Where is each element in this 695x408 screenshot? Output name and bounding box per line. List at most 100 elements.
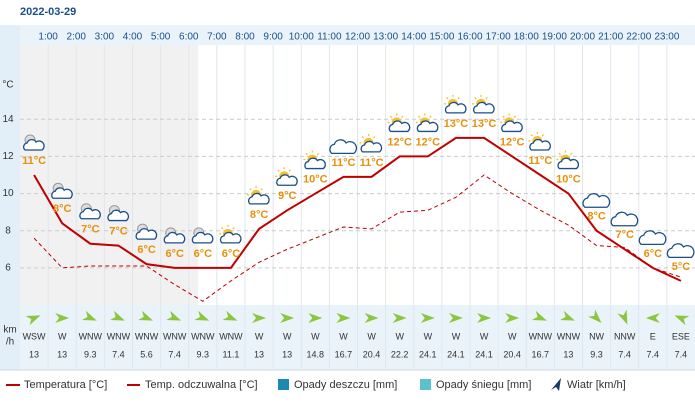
wind-arrow	[477, 313, 492, 323]
cloud	[107, 209, 130, 222]
wind-arrow-shape	[252, 313, 267, 323]
temp-label: 11°C	[331, 157, 355, 169]
wind-speed: 16.7	[335, 349, 353, 359]
wind-arrow	[617, 309, 628, 325]
wind-direction: WNW	[557, 331, 581, 341]
cloud	[135, 228, 158, 240]
wind-arrow-shape	[674, 315, 690, 326]
temp-label: 7°C	[109, 225, 128, 237]
wind-arrow	[166, 310, 182, 321]
hour-band	[20, 25, 695, 45]
wind-speed: 20.4	[363, 349, 381, 359]
weather-icon	[23, 134, 45, 151]
wind-speed: 13	[282, 349, 292, 359]
wind-direction: NW	[589, 331, 604, 341]
hour-label: 10:00	[289, 32, 314, 43]
y-tick-label: 8	[5, 225, 11, 236]
legend-label: Wiatr [km/h]	[567, 379, 626, 391]
wind-direction: W	[480, 331, 489, 341]
temp-label: 8°C	[53, 203, 72, 215]
wind-direction: W	[339, 331, 348, 341]
wind-direction: W	[255, 331, 264, 341]
hour-label: 8:00	[235, 32, 255, 43]
wind-arrow	[138, 310, 154, 321]
wind-arrow-shape	[477, 313, 492, 323]
wind-arrow-shape	[364, 313, 379, 323]
feels-like-line	[33, 174, 682, 302]
wind-speed: 24.1	[419, 349, 437, 359]
sun-ray	[305, 152, 308, 156]
sun-ray	[389, 115, 393, 118]
wind-arrow	[252, 313, 267, 323]
wind-direction: W	[452, 331, 461, 341]
sun-ray	[541, 134, 545, 137]
wind-speed: 13	[254, 349, 264, 359]
hour-label: 14:00	[401, 32, 426, 43]
cloud	[638, 230, 667, 246]
legend-wind-icon	[551, 378, 561, 391]
wind-speed: 16.7	[532, 349, 550, 359]
weather-icon	[528, 132, 551, 151]
temp-label: 6°C	[194, 248, 213, 260]
legend-label: Opady deszczu [mm]	[294, 379, 397, 391]
weather-icon	[51, 182, 73, 199]
weather-icon	[472, 94, 495, 114]
date-title: 2022-03-29	[20, 6, 76, 18]
weather-icon	[275, 167, 298, 186]
sun-ray	[485, 97, 488, 100]
temp-label: 10°C	[556, 173, 581, 185]
wind-arrow-shape	[588, 309, 602, 323]
temp-label: 6°C	[137, 244, 156, 256]
cloud	[219, 231, 242, 244]
weather-icon	[387, 113, 411, 133]
wind-direction: W	[367, 331, 376, 341]
temp-label: 7°C	[615, 229, 634, 241]
wind-speed: 11.1	[223, 349, 240, 359]
wind-direction: ESE	[672, 331, 690, 341]
hour-label: 13:00	[373, 32, 398, 43]
wind-speed: 24.1	[447, 349, 465, 359]
sun-ray	[429, 115, 432, 118]
wind-arrow	[531, 310, 547, 321]
legend-label: Temp. odczuwalna [°C]	[145, 379, 258, 391]
wind-arrow-shape	[308, 313, 323, 323]
temp-label: 10°C	[303, 173, 328, 185]
hour-label: 18:00	[514, 32, 539, 43]
weather-icon	[79, 203, 101, 220]
sun-ray	[569, 152, 573, 156]
hour-label: 23:00	[654, 32, 679, 43]
wind-arrow	[392, 313, 407, 323]
wind-arrow	[308, 313, 323, 323]
wind-speed: 22.2	[391, 349, 409, 359]
weather-icon	[247, 185, 270, 205]
wind-direction: WNW	[135, 331, 159, 341]
sun-ray	[457, 97, 460, 100]
wind-direction: W	[508, 331, 517, 341]
sun-ray	[249, 188, 252, 191]
wind-speed: 9.3	[84, 349, 97, 359]
weather-icon	[303, 150, 326, 170]
wind-direction: WSW	[23, 331, 46, 341]
weather-icon	[582, 193, 611, 208]
hour-label: 12:00	[345, 32, 370, 43]
wind-direction: WNW	[163, 331, 187, 341]
y-tick-label: 10	[2, 188, 14, 199]
wind-direction: WNW	[219, 331, 243, 341]
wind-arrow-shape	[336, 313, 351, 323]
temp-label: 13°C	[444, 118, 469, 130]
sun-ray	[232, 227, 235, 230]
temp-label: 8°C	[250, 209, 269, 221]
wind-speed: 7.4	[647, 349, 660, 359]
sun-ray	[316, 152, 320, 156]
temp-label: 7°C	[81, 224, 100, 236]
wind-direction: E	[650, 331, 656, 341]
wind-speed: 13	[57, 349, 67, 359]
sun-ray	[502, 115, 505, 118]
sun-ray	[474, 97, 477, 100]
weather-icon	[556, 150, 580, 170]
temp-label: 6°C	[644, 248, 663, 260]
weather-icon	[359, 133, 383, 153]
wind-arrow	[505, 313, 520, 323]
cloud	[163, 231, 186, 244]
